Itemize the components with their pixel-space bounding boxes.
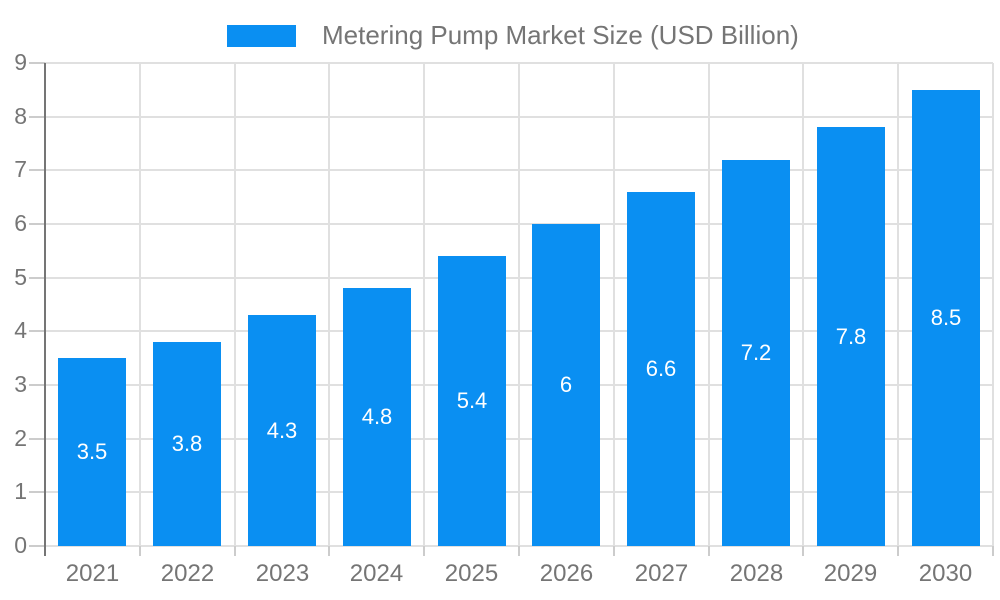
x-tick-mark xyxy=(234,546,236,556)
gridline-vertical xyxy=(423,63,425,546)
y-tick-mark xyxy=(29,384,45,386)
y-tick-label: 8 xyxy=(14,103,27,129)
x-tick-mark xyxy=(139,546,141,556)
y-tick-label: 9 xyxy=(14,49,27,75)
x-tick-mark xyxy=(613,546,615,556)
x-tick-label: 2027 xyxy=(634,560,689,587)
x-tick-label: 2024 xyxy=(349,560,404,587)
y-axis-line xyxy=(44,63,46,556)
gridline-vertical xyxy=(139,63,141,546)
gridline-vertical xyxy=(613,63,615,546)
bar-value-label: 5.4 xyxy=(456,388,488,413)
x-tick-mark xyxy=(708,546,710,556)
bar-value-label: 6.6 xyxy=(645,356,677,381)
bar[interactable] xyxy=(58,358,126,546)
x-tick-mark xyxy=(802,546,804,556)
bar[interactable] xyxy=(438,256,506,546)
bar[interactable] xyxy=(912,90,980,546)
gridline-vertical xyxy=(897,63,899,546)
x-tick-mark xyxy=(518,546,520,556)
x-tick-label: 2030 xyxy=(918,560,973,587)
y-tick-mark xyxy=(29,277,45,279)
y-tick-mark xyxy=(29,62,45,64)
y-tick-label: 2 xyxy=(14,425,27,451)
bar-value-label: 4.8 xyxy=(361,404,393,429)
gridline-vertical xyxy=(234,63,236,546)
y-tick-mark xyxy=(29,330,45,332)
x-tick-label: 2029 xyxy=(823,560,878,587)
bar[interactable] xyxy=(343,288,411,546)
y-tick-label: 3 xyxy=(14,371,27,397)
x-tick-mark xyxy=(992,546,994,556)
bar-value-label: 7.8 xyxy=(835,324,867,349)
gridline-vertical xyxy=(992,63,994,546)
legend-swatch xyxy=(227,24,296,47)
y-tick-label: 0 xyxy=(14,532,27,558)
bar[interactable] xyxy=(248,315,316,546)
x-tick-label: 2022 xyxy=(160,560,215,587)
y-tick-label: 1 xyxy=(14,478,27,504)
bar[interactable] xyxy=(153,342,221,546)
y-tick-label: 6 xyxy=(14,210,27,236)
gridline-vertical xyxy=(802,63,804,546)
bar[interactable] xyxy=(532,224,600,546)
bar[interactable] xyxy=(722,160,790,546)
bar-value-label: 7.2 xyxy=(740,340,772,365)
y-tick-mark xyxy=(29,169,45,171)
bar-value-label: 3.8 xyxy=(171,431,203,456)
bar-value-label: 4.3 xyxy=(266,418,298,443)
gridline-vertical xyxy=(518,63,520,546)
gridline-vertical xyxy=(328,63,330,546)
bar[interactable] xyxy=(627,192,695,546)
y-tick-mark xyxy=(29,438,45,440)
x-tick-mark xyxy=(328,546,330,556)
x-tick-label: 2023 xyxy=(255,560,310,587)
x-tick-mark xyxy=(897,546,899,556)
y-tick-label: 7 xyxy=(14,156,27,182)
bar-value-label: 3.5 xyxy=(76,439,108,464)
x-tick-label: 2021 xyxy=(65,560,120,587)
y-tick-mark xyxy=(29,223,45,225)
y-tick-label: 5 xyxy=(14,264,27,290)
y-tick-label: 4 xyxy=(14,317,27,343)
x-tick-label: 2026 xyxy=(539,560,594,587)
x-tick-mark xyxy=(423,546,425,556)
x-tick-label: 2028 xyxy=(729,560,784,587)
legend-label: Metering Pump Market Size (USD Billion) xyxy=(322,20,799,50)
gridline-vertical xyxy=(708,63,710,546)
y-tick-mark xyxy=(29,545,45,547)
y-tick-mark xyxy=(29,491,45,493)
bar-value-label: 8.5 xyxy=(930,305,962,330)
y-tick-mark xyxy=(29,116,45,118)
bar-value-label: 6 xyxy=(559,372,573,397)
bar[interactable] xyxy=(817,127,885,546)
legend[interactable]: Metering Pump Market Size (USD Billion) xyxy=(227,20,799,51)
x-tick-label: 2025 xyxy=(444,560,499,587)
